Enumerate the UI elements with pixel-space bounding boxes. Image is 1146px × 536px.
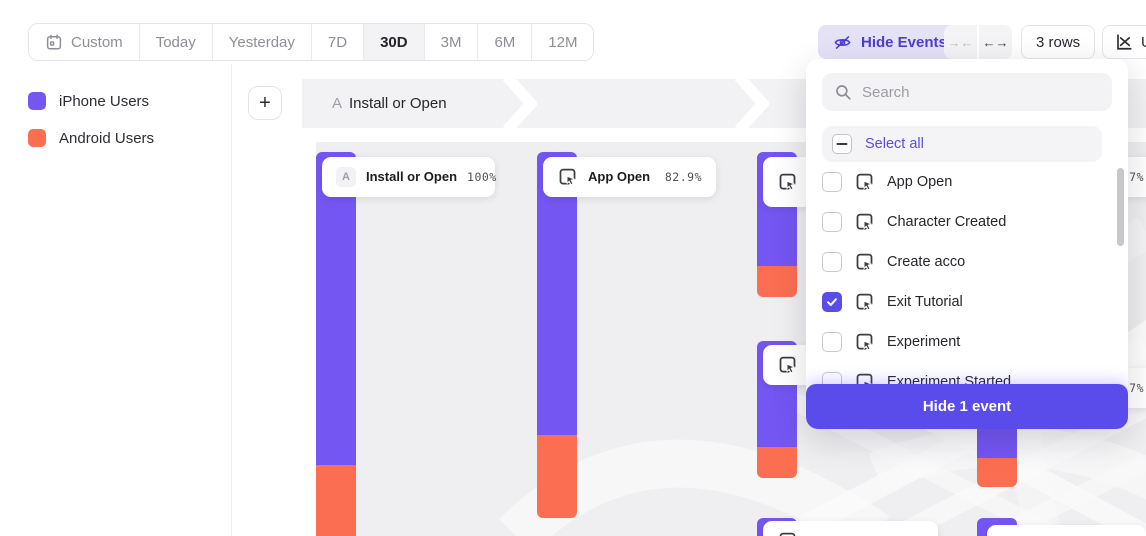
legend-swatch (28, 129, 46, 147)
event-option-character-created[interactable]: Character Created (822, 202, 1114, 242)
step-letter-badge: A (336, 167, 356, 187)
date-range-label: Today (155, 33, 196, 51)
date-range-label: Yesterday (228, 33, 295, 51)
date-range-group: Custom Today Yesterday 7D 30D 3M 6M 12M (28, 23, 595, 61)
funnel-bar-iphone[interactable] (537, 152, 577, 435)
calendar-icon (46, 34, 62, 50)
step-header-install-or-open[interactable]: A Install or Open (332, 79, 447, 128)
expand-columns-button[interactable]: ←→ (979, 25, 1012, 59)
top-toolbar: Custom Today Yesterday 7D 30D 3M 6M 12M Hide Ev… (0, 0, 1146, 64)
hide-events-button[interactable]: Hide Events (818, 25, 962, 59)
cursor-click-event-icon (777, 531, 798, 536)
event-option-label: Experiment (887, 334, 961, 350)
funnel-bar-android[interactable] (537, 435, 577, 518)
funnel-bar-android[interactable] (757, 447, 797, 478)
date-range-6m[interactable]: 6M (477, 24, 532, 60)
step-letter-badge: A (332, 95, 343, 112)
cursor-click-event-icon (854, 252, 875, 273)
funnel-bar-iphone[interactable] (316, 152, 356, 465)
date-range-3m[interactable]: 3M (423, 24, 478, 60)
date-range-custom[interactable]: Custom (29, 24, 139, 60)
add-step-button[interactable]: + (248, 86, 282, 120)
event-option-label: Character Created (887, 214, 1007, 230)
date-range-label: 30D (380, 33, 408, 51)
event-option-label: Create acco (887, 254, 966, 270)
step-card[interactable] (763, 521, 938, 536)
event-checkbox[interactable] (822, 212, 842, 232)
hide-events-dropdown: Select all App Open Character Created Cr… (806, 59, 1128, 429)
cursor-click-event-icon (854, 212, 875, 233)
event-option-create-acco[interactable]: Create acco (822, 242, 1114, 282)
event-checkbox[interactable] (822, 252, 842, 272)
date-range-12m[interactable]: 12M (531, 24, 594, 60)
search-input[interactable] (862, 83, 1100, 101)
event-checkbox[interactable] (822, 172, 842, 192)
legend-label: iPhone Users (59, 92, 150, 110)
step-card-percentage: 100% (467, 170, 497, 184)
date-range-label: 12M (548, 33, 578, 51)
legend-label: Android Users (59, 129, 155, 147)
select-all-label: Select all (865, 136, 924, 152)
step-card-percentage: 82.9% (664, 170, 702, 184)
cursor-click-event-icon (854, 292, 875, 313)
funnel-bar-android[interactable] (977, 458, 1017, 487)
step-card[interactable]: App Open 82.9% (543, 157, 716, 197)
funnel-bar-android[interactable] (757, 266, 797, 297)
date-range-label: 7D (327, 33, 348, 51)
event-list: App Open Character Created Create acco E… (822, 162, 1114, 402)
date-range-yesterday[interactable]: Yesterday (211, 24, 311, 60)
date-range-7d[interactable]: 7D (310, 24, 364, 60)
step-card[interactable] (987, 525, 1146, 536)
step-card[interactable]: A Install or Open 100% (322, 157, 497, 197)
chart-type-button[interactable]: U (1102, 25, 1146, 59)
event-option-label: Exit Tutorial (887, 294, 963, 310)
funnel-bar-android[interactable] (316, 465, 356, 536)
date-range-label: Custom (71, 33, 123, 51)
select-all-checkbox[interactable] (832, 134, 852, 154)
rows-count-button[interactable]: 3 rows (1021, 25, 1096, 59)
eye-off-icon (833, 33, 852, 52)
date-range-today[interactable]: Today (138, 24, 212, 60)
event-checkbox[interactable] (822, 332, 842, 352)
chevron-separator-icon (503, 79, 537, 128)
step-header-label: Install or Open (349, 95, 447, 112)
event-option-experiment[interactable]: Experiment (822, 322, 1114, 362)
cursor-click-event-icon (557, 167, 578, 188)
hide-selected-events-button[interactable]: Hide 1 event (806, 384, 1128, 429)
event-option-exit-tutorial[interactable]: Exit Tutorial (822, 282, 1114, 322)
event-option-label: App Open (887, 174, 953, 190)
date-range-30d[interactable]: 30D (363, 24, 424, 60)
legend-sidebar: iPhone Users Android Users (0, 64, 232, 536)
collapse-columns-button[interactable]: →← (944, 25, 977, 59)
chart-type-label: U (1141, 34, 1146, 51)
cursor-click-event-icon (777, 355, 798, 376)
event-option-app-open[interactable]: App Open (822, 162, 1114, 202)
date-range-label: 3M (440, 33, 462, 51)
hide-events-label: Hide Events (861, 33, 947, 51)
legend-item-iphone-users[interactable]: iPhone Users (28, 92, 149, 110)
scrollbar-thumb[interactable] (1117, 168, 1124, 246)
chevron-separator-icon (735, 79, 769, 128)
search-box (822, 73, 1112, 111)
step-card-label: App Open (588, 168, 651, 184)
legend-swatch (28, 92, 46, 110)
column-width-controls: →← ←→ (944, 25, 1012, 59)
step-card-label: Install or Open (366, 168, 458, 184)
select-all-row[interactable]: Select all (822, 126, 1102, 162)
cursor-click-event-icon (854, 172, 875, 193)
date-range-label: 6M (494, 33, 516, 51)
legend-item-android-users[interactable]: Android Users (28, 129, 154, 147)
cursor-click-event-icon (854, 332, 875, 353)
search-icon (834, 83, 852, 101)
cursor-click-event-icon (777, 172, 798, 193)
line-chart-icon (1115, 33, 1133, 51)
event-checkbox[interactable] (822, 292, 842, 312)
